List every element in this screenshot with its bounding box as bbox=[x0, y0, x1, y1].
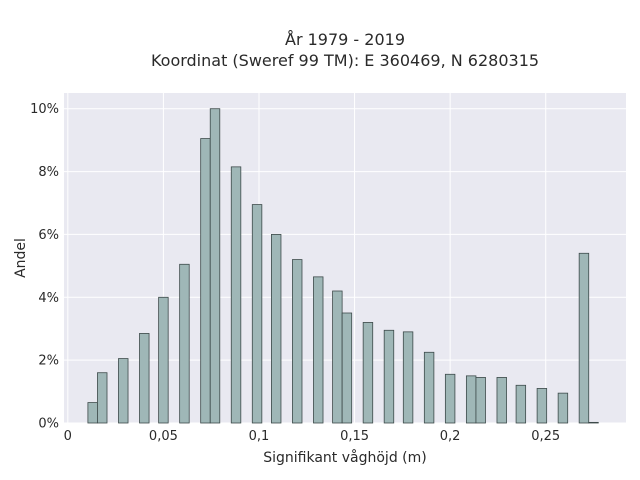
histogram-bar-16 bbox=[383, 329, 395, 424]
histogram-bar-7 bbox=[209, 108, 221, 424]
histogram-bar-27 bbox=[588, 421, 599, 424]
histogram-bar-5 bbox=[179, 263, 190, 424]
histogram-bar-19 bbox=[444, 373, 456, 424]
histogram-bar-21 bbox=[475, 377, 486, 424]
histogram-bar-1 bbox=[97, 372, 108, 424]
y-tick-labels: 0% 2% 4% 6% 8% 10% bbox=[30, 102, 59, 431]
x-tick-labels: 0 0,05 0,1 0,15 0,2 0,25 bbox=[64, 429, 561, 444]
x-tick-label-3: 0,15 bbox=[340, 429, 369, 444]
histogram-bar-14 bbox=[341, 312, 353, 424]
histogram-bar-18 bbox=[423, 351, 435, 424]
y-tick-label-2: 4% bbox=[38, 291, 59, 306]
histogram-bar-11 bbox=[292, 259, 303, 424]
histogram-bar-20 bbox=[465, 375, 477, 424]
y-axis-label: Andel bbox=[13, 238, 29, 278]
histogram-bar-3 bbox=[139, 333, 150, 424]
y-tick-label-4: 8% bbox=[38, 165, 59, 180]
histogram-bar-8 bbox=[230, 166, 242, 424]
histogram-bar-6 bbox=[200, 138, 211, 424]
x-tick-label-1: 0,05 bbox=[149, 429, 178, 444]
x-tick-label-0: 0 bbox=[64, 429, 72, 444]
histogram-bar-24 bbox=[536, 388, 548, 424]
histogram-bar-25 bbox=[557, 392, 569, 424]
x-axis-label: Signifikant våghöjd (m) bbox=[263, 449, 426, 466]
histogram-bar-23 bbox=[515, 384, 527, 424]
y-tick-label-0: 0% bbox=[38, 417, 59, 432]
histogram-bar-4 bbox=[158, 296, 169, 424]
histogram-bar-26 bbox=[578, 252, 590, 424]
bars bbox=[87, 108, 599, 424]
x-tick-label-5: 0,25 bbox=[531, 429, 560, 444]
y-tick-label-3: 6% bbox=[38, 228, 59, 243]
chart-title-line-2: Koordinat (Sweref 99 TM): E 360469, N 62… bbox=[151, 51, 539, 70]
x-tick-label-4: 0,2 bbox=[440, 429, 461, 444]
histogram-bar-15 bbox=[362, 322, 374, 424]
histogram-bar-17 bbox=[402, 331, 414, 424]
histogram-bar-2 bbox=[118, 358, 129, 424]
histogram-bar-22 bbox=[496, 377, 507, 424]
histogram-bar-9 bbox=[251, 204, 263, 424]
histogram-bar-10 bbox=[271, 234, 282, 424]
histogram-bar-13 bbox=[332, 290, 343, 424]
histogram-bar-12 bbox=[313, 276, 324, 424]
chart-title-line-1: År 1979 - 2019 bbox=[285, 30, 405, 49]
y-tick-label-1: 2% bbox=[38, 354, 59, 369]
histogram-bar-0 bbox=[87, 402, 98, 424]
y-tick-label-5: 10% bbox=[30, 102, 59, 117]
x-tick-label-2: 0,1 bbox=[249, 429, 270, 444]
